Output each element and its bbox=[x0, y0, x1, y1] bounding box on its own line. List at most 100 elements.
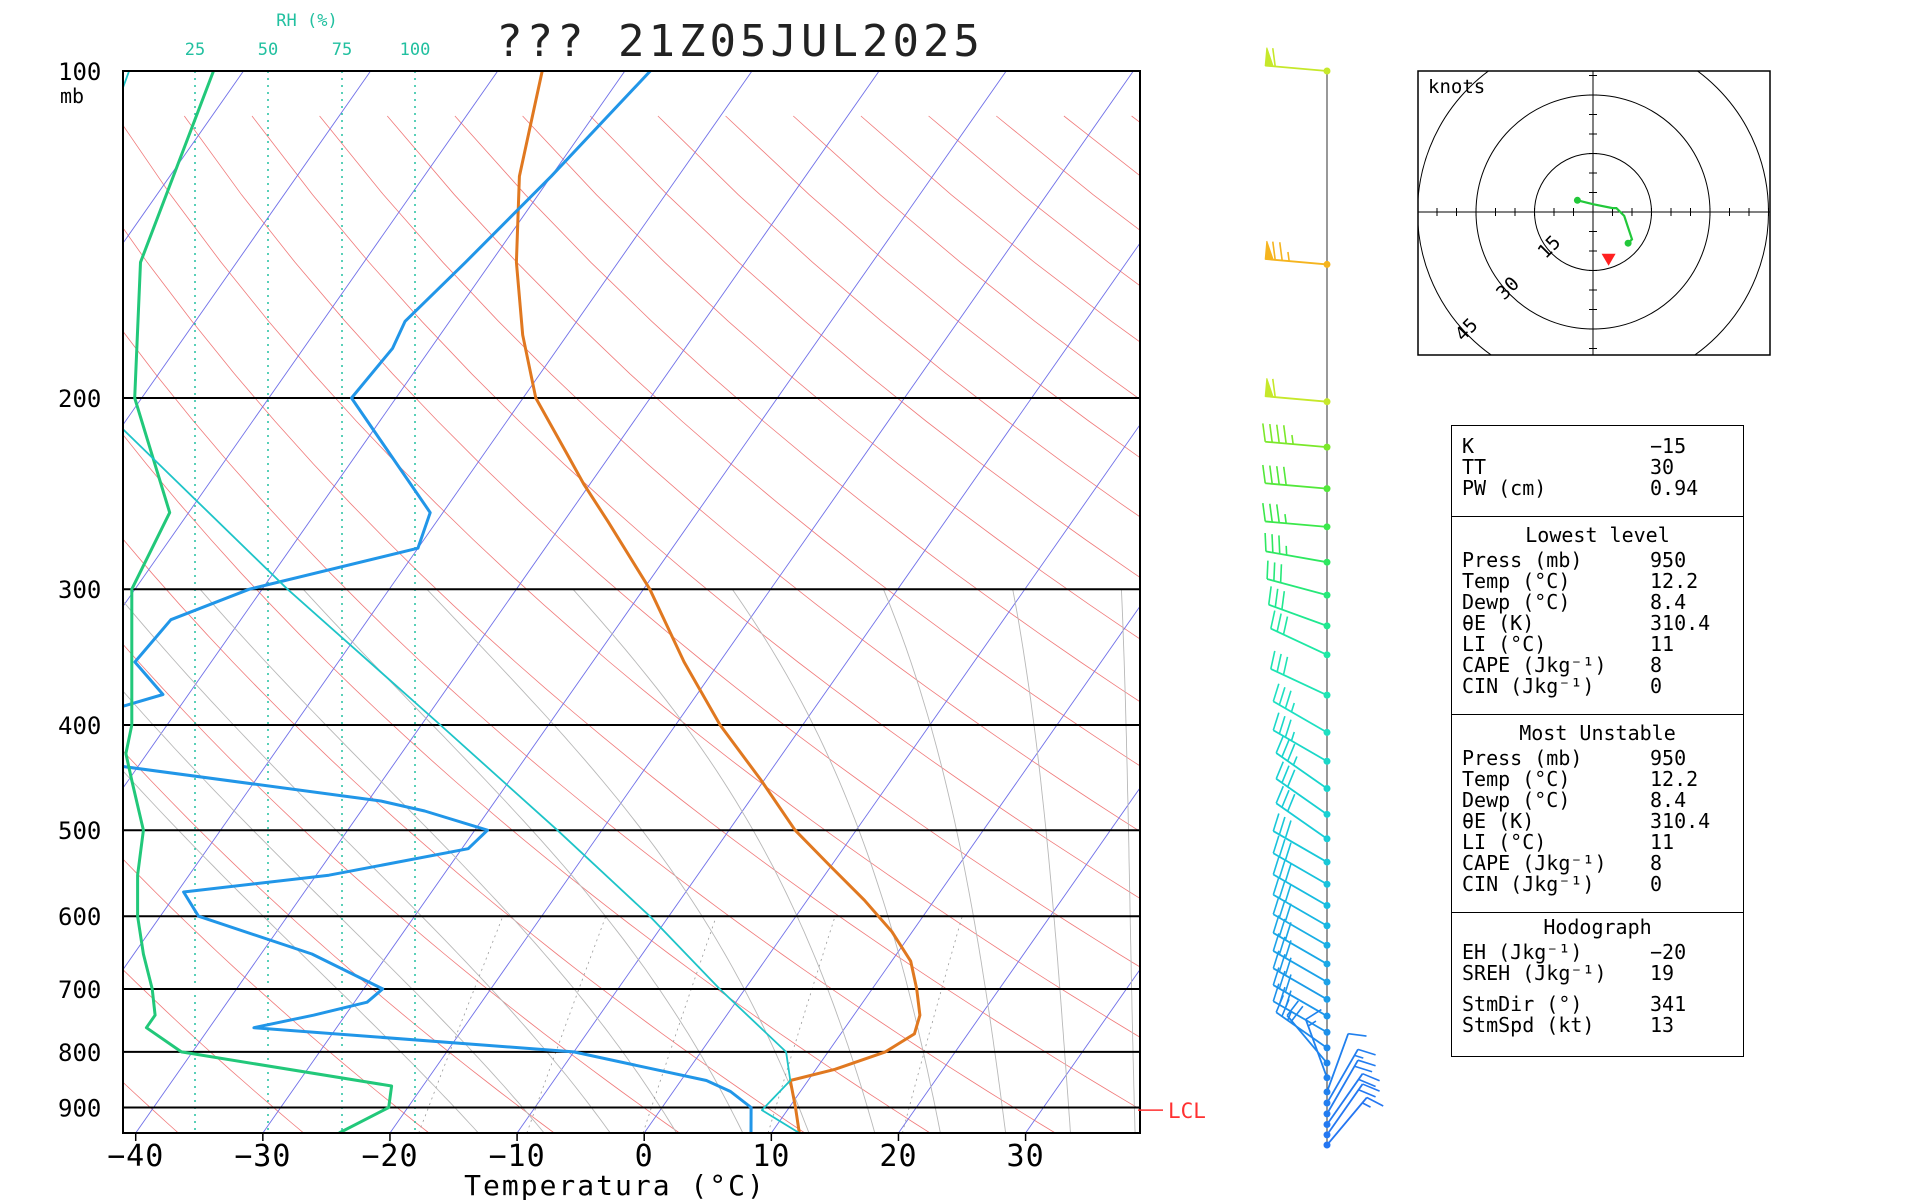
rh-axis-label: RH (%) bbox=[276, 11, 337, 31]
index-label: CAPE (Jkg⁻¹) bbox=[1462, 653, 1607, 677]
mixing-ratio-line bbox=[767, 916, 836, 1133]
barb-full bbox=[1282, 616, 1289, 635]
isotherm-line bbox=[123, 71, 371, 426]
barb-full bbox=[1284, 820, 1292, 839]
wind-barb bbox=[1272, 983, 1331, 1036]
barb-shaft bbox=[1272, 950, 1328, 983]
temperature-tick-label: −30 bbox=[234, 1139, 291, 1174]
index-label: CAPE (Jkg⁻¹) bbox=[1462, 851, 1607, 875]
barb-dot bbox=[1323, 558, 1331, 566]
wind-barb bbox=[1272, 876, 1331, 930]
wind-barb bbox=[1272, 856, 1331, 909]
barb-full bbox=[1275, 735, 1284, 754]
moist-adiabat-line bbox=[882, 589, 1007, 1133]
index-row: CAPE (Jkg⁻¹) 8 bbox=[1452, 853, 1743, 874]
index-value: −15 bbox=[1650, 434, 1687, 458]
pressure-tick-label: 200 bbox=[58, 385, 101, 413]
dry-adiabats bbox=[123, 115, 1140, 1133]
barb-shaft bbox=[1272, 893, 1328, 927]
barb-shaft bbox=[1266, 578, 1328, 596]
barb-half bbox=[1286, 1011, 1292, 1021]
barb-dot bbox=[1323, 922, 1331, 930]
barb-shaft bbox=[1265, 520, 1328, 528]
rh-tick-label: 100 bbox=[400, 40, 431, 60]
index-label: CIN (Jkg⁻¹) bbox=[1462, 674, 1595, 698]
barb-full bbox=[1262, 464, 1267, 484]
barb-dot bbox=[1323, 398, 1331, 406]
mixing-ratio-line bbox=[902, 916, 963, 1133]
barb-dot bbox=[1323, 443, 1331, 451]
barb-half bbox=[1290, 702, 1296, 713]
barb-full bbox=[1278, 715, 1286, 735]
barb-dot bbox=[1323, 1141, 1331, 1149]
index-value: 13 bbox=[1650, 1013, 1675, 1037]
barb-dot bbox=[1323, 260, 1331, 268]
parcel-path bbox=[123, 71, 800, 1133]
barb-full bbox=[1273, 562, 1276, 581]
dry-adiabat-line bbox=[454, 115, 1140, 703]
barb-shaft bbox=[1326, 1033, 1350, 1093]
index-row: Dewp (°C) 8.4 bbox=[1452, 790, 1743, 811]
barb-full bbox=[1357, 1048, 1376, 1056]
index-label: TT bbox=[1462, 455, 1487, 479]
barb-full bbox=[1358, 1078, 1376, 1088]
barb-shaft bbox=[1304, 1019, 1328, 1079]
barb-dot bbox=[1323, 691, 1331, 699]
barb-full bbox=[1267, 586, 1272, 605]
index-value: 11 bbox=[1650, 632, 1675, 656]
pressure-tick-label: 800 bbox=[58, 1039, 101, 1067]
barb-dot bbox=[1323, 1088, 1331, 1096]
pressure-unit-label: mb bbox=[60, 84, 84, 108]
wind-barb bbox=[1262, 503, 1331, 531]
dewpoint-profile bbox=[123, 71, 753, 1133]
index-row: LI (°C) 11 bbox=[1452, 634, 1743, 655]
barb-full bbox=[1270, 610, 1276, 629]
wind-barb bbox=[1304, 1008, 1331, 1082]
index-row: K −15 bbox=[1452, 436, 1743, 457]
barb-shaft bbox=[1265, 440, 1328, 449]
wind-barb bbox=[1264, 378, 1331, 406]
barb-dot bbox=[1323, 995, 1331, 1003]
barb-shaft bbox=[1265, 395, 1328, 403]
index-value: 12.2 bbox=[1650, 767, 1699, 791]
wind-barb bbox=[1272, 950, 1331, 1003]
temperature-tick-label: −10 bbox=[488, 1139, 545, 1174]
barb-shaft bbox=[1272, 700, 1328, 734]
barb-full bbox=[1278, 535, 1281, 554]
index-label: θE (K) bbox=[1462, 611, 1535, 635]
pressure-tick-label: 700 bbox=[58, 976, 101, 1004]
barb-shaft bbox=[1326, 1096, 1368, 1146]
wind-barb bbox=[1266, 560, 1331, 599]
dry-adiabat-line bbox=[183, 115, 1140, 968]
wind-barb bbox=[1270, 610, 1331, 659]
isotherm-line bbox=[123, 71, 626, 789]
index-value: 30 bbox=[1650, 455, 1675, 479]
barb-shaft bbox=[1272, 852, 1328, 886]
barb-full bbox=[1284, 922, 1292, 941]
wind-barb bbox=[1264, 240, 1331, 268]
barb-flag bbox=[1264, 240, 1274, 261]
barb-full bbox=[1272, 983, 1280, 1002]
barb-shaft bbox=[1272, 913, 1328, 947]
rh-tick-label: 75 bbox=[332, 40, 352, 60]
barb-dot bbox=[1323, 880, 1331, 888]
index-label: LI (°C) bbox=[1462, 830, 1547, 854]
barb-full bbox=[1286, 743, 1296, 762]
index-value: 8.4 bbox=[1650, 590, 1687, 614]
barb-full bbox=[1269, 423, 1274, 443]
index-label: Dewp (°C) bbox=[1462, 788, 1571, 812]
barb-flag bbox=[1264, 378, 1274, 398]
index-value: 12.2 bbox=[1650, 569, 1699, 593]
barb-shaft bbox=[1272, 729, 1328, 763]
barb-full bbox=[1275, 761, 1284, 780]
index-label: SREH (Jkg⁻¹) bbox=[1462, 961, 1607, 985]
barb-full bbox=[1282, 656, 1289, 676]
index-label: Temp (°C) bbox=[1462, 569, 1571, 593]
barb-full bbox=[1282, 425, 1287, 444]
barb-full bbox=[1362, 1072, 1380, 1082]
barb-full bbox=[1271, 48, 1276, 67]
barb-shaft bbox=[1275, 752, 1328, 790]
dry-adiabat-line bbox=[123, 124, 1140, 1038]
